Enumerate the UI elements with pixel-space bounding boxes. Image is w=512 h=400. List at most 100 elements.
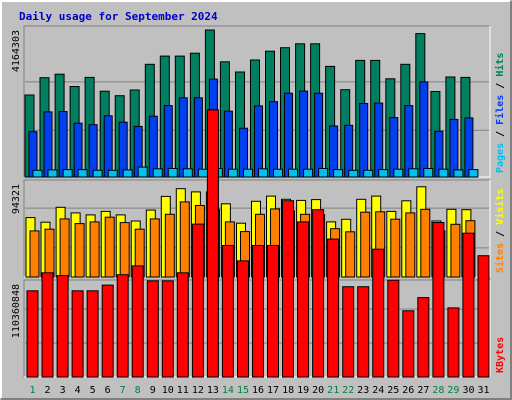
bar-sites [390,218,401,278]
bar-kbytes [86,290,99,378]
bar-files [193,97,203,178]
x-tick-label: 24 [372,385,384,396]
x-tick-label: 25 [387,385,399,396]
x-tick-label: 20 [312,385,324,396]
bar-pages [107,169,118,178]
bar-pages [32,169,43,178]
bar-files [178,97,188,178]
bar-files [103,115,113,178]
x-tick-label: 12 [192,385,204,396]
bar-sites [44,228,55,278]
legend-item: Visits [494,189,506,225]
bar-sites [74,223,85,278]
bar-pages [197,168,208,178]
bar-sites [420,208,431,278]
chart-title: Daily usage for September 2024 [19,10,218,23]
panel-frame-shadow [23,179,490,277]
bar-sites [360,211,371,278]
chart-panels: 4164303 Pages / Files / Hits 94321 Sites / … [11,25,506,378]
x-tick-label: 29 [447,385,459,396]
bar-kbytes [41,272,54,378]
legend-item: Files [494,95,506,125]
bar-kbytes [252,245,264,378]
bar-pages [378,169,389,178]
bar-kbytes [267,245,279,378]
bar-kbytes [282,200,294,378]
bar-files [404,105,414,178]
bar-pages [288,168,298,178]
bar-files [73,122,83,178]
panel-frame-shadow [23,25,490,177]
bar-files [163,105,173,178]
x-tick-label: 26 [402,385,414,396]
bar-sites [89,221,100,278]
bar-kbytes [56,275,69,378]
bar-pages [137,166,148,178]
bar-kbytes [402,310,415,378]
bar-pages [348,169,359,178]
bar-sites [164,213,175,278]
x-tick-label: 27 [417,385,429,396]
bar-kbytes [71,290,84,378]
x-tick-label: 1 [29,385,35,396]
bar-files [359,103,369,178]
x-tick-label: 3 [60,385,66,396]
bar-kbytes [312,209,325,378]
legend-item: / [495,225,506,243]
bar-sites [345,231,356,278]
x-tick-label: 5 [90,385,96,396]
bar-pages [423,168,434,178]
bar-files [284,92,293,178]
x-tick-label: 18 [282,385,294,396]
x-tick-label: 30 [462,385,474,396]
bar-pages [408,168,419,178]
x-tick-label: 31 [477,385,489,396]
x-tick-label: 19 [297,385,309,396]
bar-files [88,124,98,178]
x-tick-label: 4 [75,385,81,396]
x-tick-label: 11 [177,385,189,396]
bar-pages [227,168,238,178]
legend-item: / [495,125,506,143]
legend-item: Hits [494,53,506,77]
bar-kbytes [342,286,355,378]
bar-kbytes [387,279,400,378]
bar-files [58,111,68,178]
bar-kbytes [297,221,310,378]
bar-pages [77,169,88,178]
bar-pages [152,168,163,178]
bar-files [419,81,429,178]
bar-sites [59,218,70,278]
bar-sites [405,212,416,278]
bar-kbytes [357,286,370,378]
bar-pages [122,169,133,178]
x-tick-label: 9 [150,385,156,396]
bar-kbytes [477,255,490,378]
x-tick-label: 8 [135,385,141,396]
bar-files [374,102,384,178]
y-max-label: 94321 [11,184,22,214]
x-tick-label: 14 [222,385,234,396]
bar-sites [179,201,190,278]
bar-kbytes [101,284,114,378]
bar-sites [104,216,115,278]
bar-kbytes [176,272,189,378]
bar-kbytes [462,232,475,378]
panel-legend: KBytes [495,337,506,373]
bar-files [464,117,474,178]
bar-kbytes [206,109,219,378]
panel-legend: Sites / Visits [494,189,506,273]
legend-item: Pages [495,143,506,173]
bar-pages [453,169,464,178]
x-tick-label: 2 [44,385,50,396]
bar-kbytes [161,280,174,378]
bar-pages [438,168,449,178]
x-tick-label: 7 [120,385,126,396]
bar-files [299,90,309,178]
x-tick-label: 13 [207,385,219,396]
bar-files [223,110,233,178]
x-tick-label: 21 [327,385,339,396]
bar-kbytes [237,260,249,378]
